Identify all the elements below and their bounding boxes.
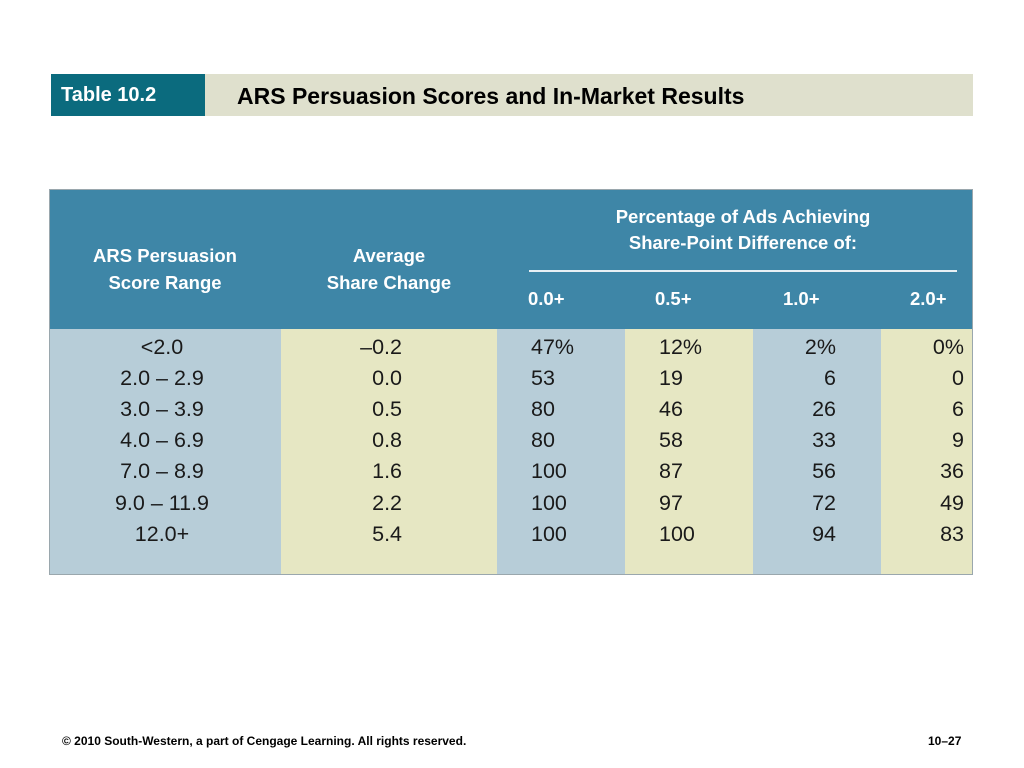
data-table: ARS Persuasion Score Range Average Share… [49,189,973,575]
subheader-0-5: 0.5+ [655,288,692,309]
header-score-range: ARS Persuasion Score Range [50,242,280,296]
page-number: 10–27 [928,734,962,748]
cell-pct-1-0: 2% [804,335,836,359]
cell-pct-0-5: 97 [659,490,683,515]
cell-average-share-change: 0.8 [372,428,402,453]
cell-pct-0-5: 12% [659,335,703,359]
cell-pct-1-0: 6 [824,366,836,391]
cell-pct-0-0: 53 [531,366,555,391]
column-band-0-5 [625,329,753,574]
table-number-tag: Table 10.2 [51,74,205,116]
cell-average-share-change: 0.0 [372,366,402,391]
cell-pct-0-5: 100 [659,521,695,546]
cell-score-range: <2.0 [140,335,184,359]
cell-pct-0-0: 100 [531,521,567,546]
cell-score-range: 3.0 – 3.9 [120,397,204,422]
cell-pct-1-0: 33 [812,428,836,453]
cell-pct-0-5: 46 [659,397,683,422]
cell-pct-0-5: 19 [659,366,683,391]
cell-pct-0-0: 100 [531,490,567,515]
cell-pct-1-0: 72 [812,490,836,515]
cell-pct-2-0: 36 [940,459,964,484]
header-score-range-line1: ARS Persuasion [93,245,237,266]
cell-pct-0-0: 47% [531,335,575,359]
cell-score-range: 2.0 – 2.9 [120,366,204,391]
cell-average-share-change: –0.2 [360,335,402,359]
cell-pct-2-0: 0 [952,366,964,391]
cell-pct-1-0: 26 [812,397,836,422]
header-group-line1: Percentage of Ads Achieving [615,206,871,227]
cell-pct-2-0: 0% [932,335,964,359]
column-band-average [281,329,497,574]
slide-title: ARS Persuasion Scores and In-Market Resu… [237,83,745,109]
cell-average-share-change: 1.6 [372,459,402,484]
cell-average-share-change: 5.4 [372,521,402,546]
cell-pct-0-0: 80 [531,397,555,422]
subheader-1-0: 1.0+ [783,288,820,309]
cell-pct-2-0: 9 [952,428,964,453]
cell-pct-0-0: 100 [531,459,567,484]
column-band-range [50,329,281,574]
column-band-1-0 [753,329,881,574]
column-band-0-0 [497,329,625,574]
subheader-0-0: 0.0+ [528,288,565,309]
cell-score-range: 4.0 – 6.9 [120,428,204,453]
cell-pct-2-0: 6 [952,397,964,422]
table-body: <2.0 –0.2 47% 12% 2% 0% 2.0 – 2.9 0.0 53 19 6 0 3.0 … [50,329,972,574]
cell-pct-1-0: 94 [812,521,836,546]
copyright-notice: © 2010 South-Western, a part of Cengage … [62,734,467,748]
cell-pct-0-0: 80 [531,428,555,453]
title-bar: Table 10.2 ARS Persuasion Scores and In-… [51,74,973,116]
cell-pct-0-5: 58 [659,428,683,453]
cell-score-range: 12.0+ [134,521,190,546]
cell-average-share-change: 0.5 [372,397,402,422]
header-divider [529,270,957,272]
header-average-line2: Share Change [326,272,452,293]
cell-pct-2-0: 49 [940,490,964,515]
table-header: ARS Persuasion Score Range Average Share… [50,190,972,329]
cell-score-range: 7.0 – 8.9 [120,459,204,484]
header-score-range-line2: Score Range [108,272,222,293]
header-average-line1: Average [352,245,426,266]
cell-pct-2-0: 83 [940,521,964,546]
cell-score-range: 9.0 – 11.9 [114,490,210,515]
column-band-2-0 [881,329,972,574]
cell-average-share-change: 2.2 [372,490,402,515]
cell-pct-1-0: 56 [812,459,836,484]
header-percentage-group: Percentage of Ads Achieving Share-Point … [528,204,958,256]
header-average-share-change: Average Share Change [282,242,496,296]
subheader-2-0: 2.0+ [910,288,947,309]
header-group-line2: Share-Point Difference of: [628,232,858,253]
cell-pct-0-5: 87 [659,459,683,484]
